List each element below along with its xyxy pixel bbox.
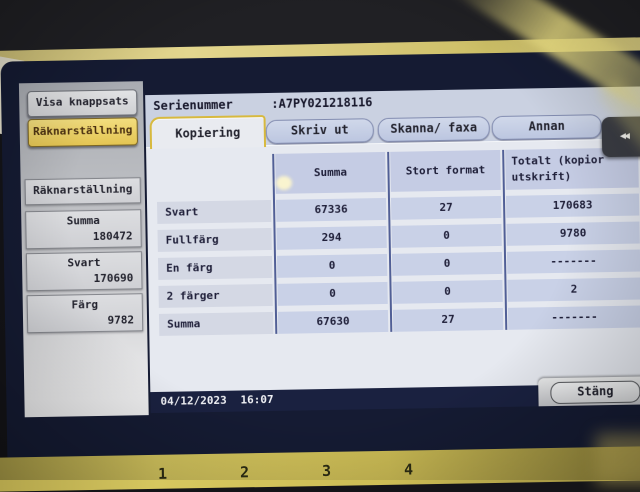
row-stort-format-value: 0 — [391, 223, 502, 248]
row-label: En färg — [157, 255, 273, 280]
serial-number-value: :A7PY021218116 — [271, 95, 373, 111]
panel-digit: 4 — [403, 460, 414, 479]
row-stort-format-value: 27 — [392, 307, 504, 332]
double-left-arrow-icon: ◀◀ — [619, 130, 629, 142]
counter-label: Färg — [71, 297, 99, 312]
status-time: 16:07 — [240, 392, 274, 407]
touchscreen-bezel: Visa knappsats Räknarställning Räknarstä… — [0, 50, 640, 466]
row-totalt-value: ------- — [506, 249, 640, 274]
row-summa-value: 67630 — [277, 309, 389, 334]
counter-reading-button[interactable]: Räknarställning — [27, 117, 139, 148]
counter-label: Summa — [66, 213, 100, 228]
column-header-stort-format: Stort format — [390, 149, 501, 192]
row-totalt-value: 170683 — [505, 193, 640, 218]
counter-value: 170690 — [93, 271, 134, 286]
row-summa-value: 0 — [277, 281, 388, 306]
collapse-panel-button[interactable]: ◀◀ — [601, 116, 640, 158]
counter-black-box: Svart 170690 — [25, 251, 143, 292]
panel-digit: 2 — [239, 463, 250, 482]
counter-section-title: Räknarställning — [24, 177, 142, 206]
show-keypad-button[interactable]: Visa knappsats — [27, 89, 138, 118]
counter-value: 9782 — [107, 313, 135, 327]
counter-color-box: Färg 9782 — [26, 293, 144, 334]
counter-label: Svart — [67, 255, 101, 270]
counter-value: 180472 — [92, 229, 133, 244]
panel-digit: 3 — [321, 461, 332, 480]
serial-number-label: Serienummer — [153, 97, 233, 113]
row-label: Fullfärg — [157, 227, 272, 252]
serial-number-row: Serienummer :A7PY021218116 — [153, 95, 372, 113]
tab-kopiering[interactable]: Kopiering — [149, 115, 267, 150]
counter-total-box: Summa 180472 — [25, 209, 142, 250]
copy-counter-panel: Summa Stort format Totalt (kopior utskri… — [146, 138, 640, 393]
tab-skriv-ut[interactable]: Skriv ut — [265, 118, 374, 145]
row-label: 2 färger — [158, 283, 273, 308]
row-totalt-value: 2 — [507, 277, 640, 302]
row-totalt-value: 9780 — [506, 221, 640, 246]
column-header-summa: Summa — [275, 151, 386, 194]
column-header-totalt-line2: utskrift) — [511, 169, 572, 184]
status-date: 04/12/2023 — [160, 393, 227, 408]
row-summa-value: 67336 — [275, 197, 387, 222]
row-summa-value: 0 — [276, 253, 388, 278]
row-stort-format-value: 0 — [392, 279, 503, 304]
tab-skanna-faxa[interactable]: Skanna/ faxa — [377, 116, 490, 143]
main-screen-area: Serienummer :A7PY021218116 Kopiering Skr… — [145, 86, 640, 414]
tab-annan[interactable]: Annan — [491, 114, 602, 141]
row-label: Svart — [156, 199, 272, 224]
row-totalt-value: ------- — [507, 305, 640, 330]
row-summa-value: 294 — [276, 225, 387, 250]
row-stort-format-value: 27 — [390, 195, 502, 220]
panel-digit: 1 — [157, 464, 168, 483]
row-label: Summa — [158, 311, 274, 336]
row-stort-format-value: 0 — [391, 251, 503, 276]
sidebar: Visa knappsats Räknarställning Räknarstä… — [18, 81, 149, 418]
close-button[interactable]: Stäng — [550, 380, 640, 405]
close-button-tab: Stäng — [538, 376, 640, 407]
